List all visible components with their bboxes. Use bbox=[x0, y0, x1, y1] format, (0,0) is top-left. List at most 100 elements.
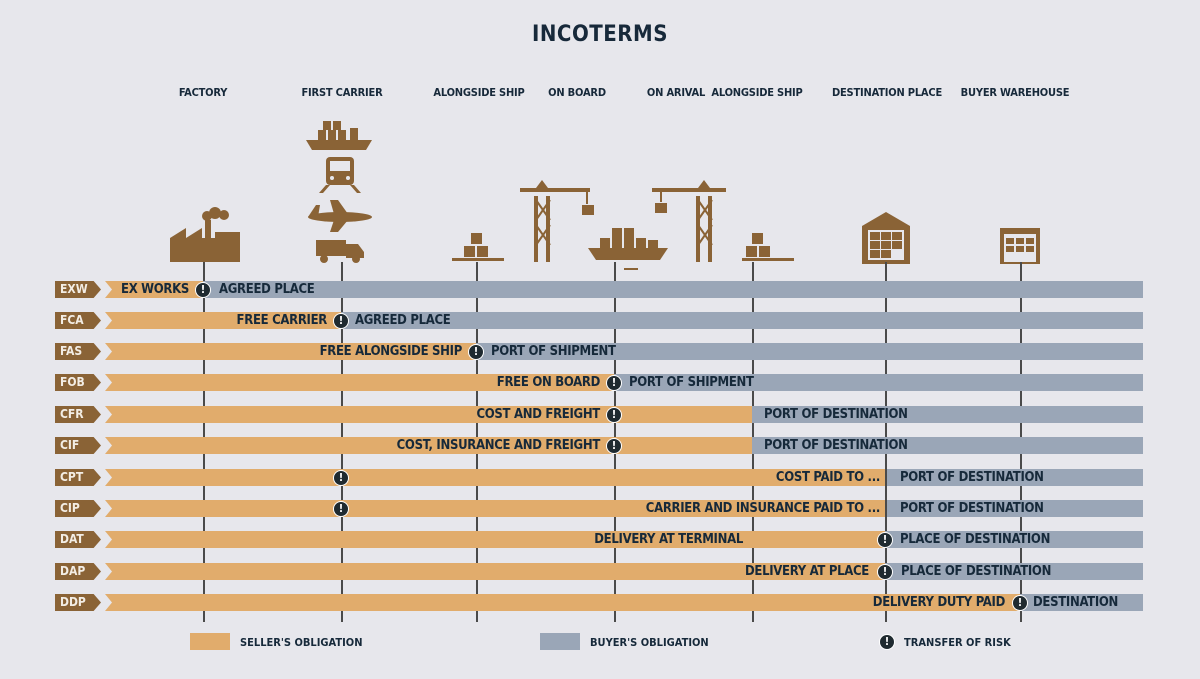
seller-label: FREE ON BOARD bbox=[496, 375, 601, 390]
buyer-label: PORT OF SHIPMENT bbox=[629, 375, 754, 390]
transfer-of-risk-icon: ! bbox=[333, 500, 349, 517]
seller-bar bbox=[105, 563, 885, 580]
term-row-cpt: CPT ! COST PAID TO ... PORT OF DESTINATI… bbox=[55, 469, 1143, 486]
term-code: EXW bbox=[55, 281, 101, 298]
seller-label: EX WORKS bbox=[121, 282, 190, 297]
legend-buyer-label: BUYER'S OBLIGATION bbox=[590, 636, 709, 649]
legend-risk-label: TRANSFER OF RISK bbox=[904, 636, 1011, 649]
transfer-of-risk-icon: ! bbox=[1012, 594, 1028, 611]
buyer-label: PORT OF DESTINATION bbox=[764, 407, 908, 422]
buyer-bar bbox=[752, 406, 1143, 423]
plane-icon bbox=[308, 200, 372, 232]
term-row-fas: FAS FREE ALONGSIDE SHIP ! PORT OF SHIPME… bbox=[55, 343, 1143, 360]
term-code: DDP bbox=[55, 594, 101, 611]
buyer-label: PLACE OF DESTINATION bbox=[901, 564, 1052, 579]
crane-left-icon bbox=[520, 180, 594, 262]
seller-label: FREE ALONGSIDE SHIP bbox=[319, 344, 463, 359]
buyer-bar bbox=[341, 312, 1143, 329]
transfer-of-risk-icon: ! bbox=[606, 374, 622, 391]
term-row-fob: FOB FREE ON BOARD ! PORT OF SHIPMENT bbox=[55, 374, 1143, 391]
transfer-of-risk-icon: ! bbox=[333, 469, 349, 486]
transfer-of-risk-icon: ! bbox=[468, 343, 484, 360]
buyer-bar bbox=[885, 563, 1143, 580]
transfer-of-risk-icon: ! bbox=[877, 563, 893, 580]
term-row-ddp: DDP DELIVERY DUTY PAID ! DESTINATION bbox=[55, 594, 1143, 611]
location-alongside-ship-origin: ALONGSIDE SHIP bbox=[433, 86, 525, 99]
ship-icon bbox=[306, 121, 372, 150]
buyer-label: AGREED PLACE bbox=[219, 282, 315, 297]
term-code: DAP bbox=[55, 563, 101, 580]
term-code: CFR bbox=[55, 406, 101, 423]
seller-bar bbox=[105, 500, 885, 517]
transfer-of-risk-icon: ! bbox=[606, 406, 622, 423]
transfer-of-risk-icon: ! bbox=[606, 437, 622, 454]
location-first-carrier: FIRST CARRIER bbox=[301, 86, 383, 99]
boxes-origin-icon bbox=[452, 233, 504, 261]
term-row-dat: DAT DELIVERY AT TERMINAL ! PLACE OF DEST… bbox=[55, 531, 1143, 548]
page-title: INCOTERMS bbox=[532, 22, 668, 47]
location-buyer-warehouse: BUYER WAREHOUSE bbox=[960, 86, 1070, 99]
term-row-exw: EXW EX WORKS ! AGREED PLACE bbox=[55, 281, 1143, 298]
term-row-cif: CIF COST, INSURANCE AND FREIGHT ! PORT O… bbox=[55, 437, 1143, 454]
buyer-bar bbox=[476, 343, 1143, 360]
seller-bar bbox=[105, 531, 885, 548]
seller-label: COST AND FREIGHT bbox=[476, 407, 600, 422]
legend-risk-icon: ! bbox=[879, 634, 895, 650]
seller-bar bbox=[105, 437, 752, 454]
seller-label: FREE CARRIER bbox=[236, 313, 328, 328]
buyer-label: PORT OF DESTINATION bbox=[900, 501, 1044, 516]
term-row-fca: FCA FREE CARRIER ! AGREED PLACE bbox=[55, 312, 1143, 329]
seller-bar bbox=[105, 469, 885, 486]
buyer-label: PORT OF DESTINATION bbox=[900, 470, 1044, 485]
location-alongside-ship-destination: ALONGSIDE SHIP bbox=[711, 86, 803, 99]
buyer-label: PORT OF SHIPMENT bbox=[491, 344, 616, 359]
legend-seller-label: SELLER'S OBLIGATION bbox=[240, 636, 363, 649]
term-row-dap: DAP DELIVERY AT PLACE ! PLACE OF DESTINA… bbox=[55, 563, 1143, 580]
train-icon bbox=[319, 157, 361, 193]
transfer-of-risk-icon: ! bbox=[877, 531, 893, 548]
term-code: FCA bbox=[55, 312, 101, 329]
legend-seller-swatch bbox=[190, 633, 230, 650]
boxes-destination-icon bbox=[742, 233, 794, 261]
seller-label: COST PAID TO ... bbox=[775, 470, 880, 485]
seller-bar bbox=[105, 374, 614, 391]
buyer-bar bbox=[887, 469, 1143, 486]
seller-label: COST, INSURANCE AND FREIGHT bbox=[396, 438, 601, 453]
buyer-warehouse-icon bbox=[1000, 228, 1040, 264]
buyer-bar bbox=[885, 531, 1143, 548]
factory-icon bbox=[170, 207, 240, 262]
buyer-bar bbox=[752, 437, 1143, 454]
buyer-label: PLACE OF DESTINATION bbox=[900, 532, 1051, 547]
seller-label: CARRIER AND INSURANCE PAID TO ... bbox=[645, 501, 881, 516]
buyer-bar bbox=[887, 500, 1143, 517]
buyer-bar bbox=[614, 374, 1143, 391]
seller-label: DELIVERY DUTY PAID bbox=[872, 595, 1006, 610]
term-row-cfr: CFR COST AND FREIGHT ! PORT OF DESTINATI… bbox=[55, 406, 1143, 423]
seller-bar bbox=[105, 343, 476, 360]
location-on-arrival: ON ARIVAL bbox=[646, 86, 706, 99]
seller-bar bbox=[105, 406, 752, 423]
buyer-bar bbox=[1020, 594, 1143, 611]
buyer-label: AGREED PLACE bbox=[355, 313, 451, 328]
location-destination-place: DESTINATION PLACE bbox=[831, 86, 943, 99]
term-code: CPT bbox=[55, 469, 101, 486]
term-code: CIF bbox=[55, 437, 101, 454]
legend-buyer-swatch bbox=[540, 633, 580, 650]
location-factory: FACTORY bbox=[178, 86, 228, 99]
truck-icon bbox=[316, 240, 364, 263]
crane-right-icon bbox=[652, 180, 726, 262]
term-code: FOB bbox=[55, 374, 101, 391]
warehouse-icon bbox=[862, 212, 910, 264]
term-code: DAT bbox=[55, 531, 101, 548]
transfer-of-risk-icon: ! bbox=[195, 281, 211, 298]
buyer-label: DESTINATION bbox=[1033, 595, 1119, 610]
seller-bar bbox=[105, 594, 1020, 611]
buyer-bar bbox=[203, 281, 1143, 298]
seller-bar bbox=[105, 312, 341, 329]
transfer-of-risk-icon: ! bbox=[333, 312, 349, 329]
cargo-ship-icon bbox=[588, 228, 668, 270]
location-on-board: ON BOARD bbox=[548, 86, 606, 99]
term-code: FAS bbox=[55, 343, 101, 360]
term-code: CIP bbox=[55, 500, 101, 517]
